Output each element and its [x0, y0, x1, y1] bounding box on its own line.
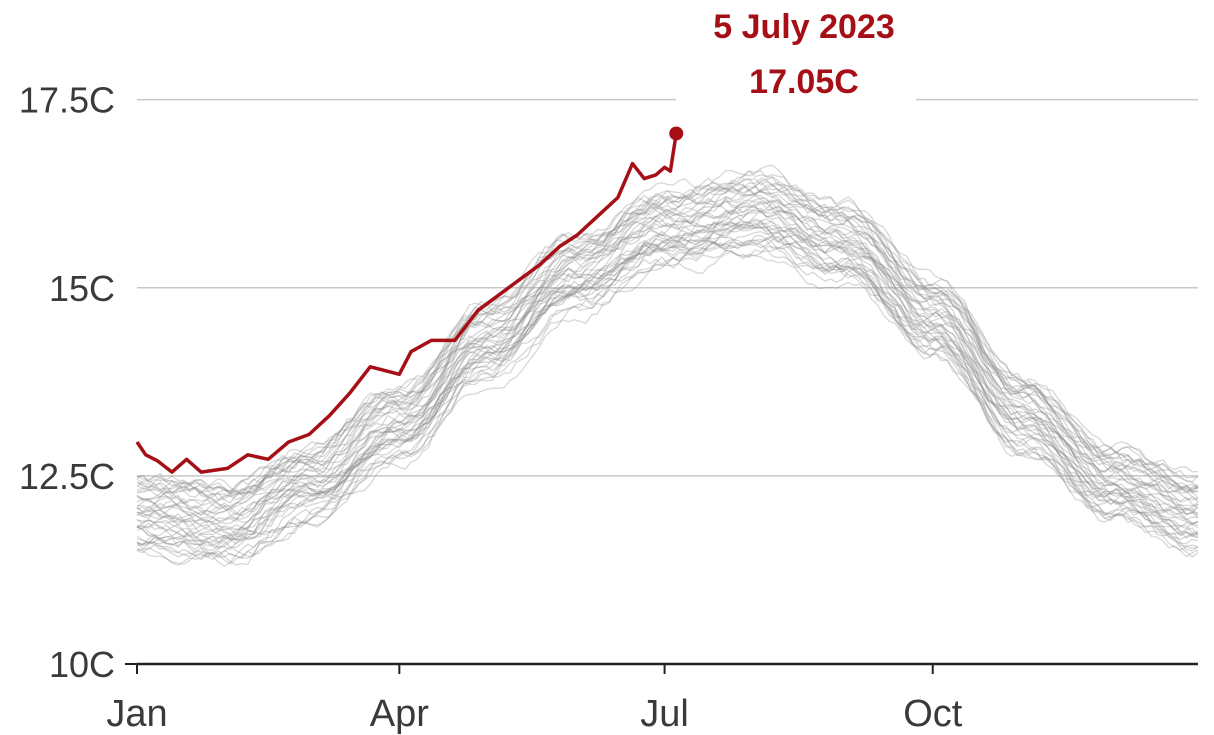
background-year-line — [136, 208, 1199, 536]
gridlines — [137, 98, 1198, 477]
background-year-line — [136, 188, 1199, 510]
background-year-line — [136, 164, 1199, 495]
background-year-line — [136, 176, 1199, 501]
x-tick-label-jan: Jan — [106, 693, 167, 735]
highlight-line — [135, 133, 678, 474]
background-year-line — [136, 194, 1199, 504]
background-year-line — [136, 251, 1199, 565]
annotation-date: 5 July 2023 — [713, 8, 894, 46]
y-tick-label-1: 12.5C — [19, 456, 115, 497]
x-tick-label-jul: Jul — [640, 693, 689, 735]
background-year-line — [136, 230, 1199, 551]
y-axis-ticks: 10C 12.5C 15C 17.5C — [19, 80, 137, 685]
background-year-line — [136, 197, 1199, 525]
x-tick-label-apr: Apr — [370, 693, 429, 735]
background-years — [136, 164, 1199, 567]
background-year-line — [136, 181, 1199, 496]
background-year-line — [136, 220, 1199, 541]
background-year-line — [136, 225, 1199, 552]
background-year-line — [136, 181, 1199, 511]
background-year-line — [136, 234, 1199, 548]
background-year-line — [136, 225, 1199, 544]
background-year-line — [136, 242, 1199, 559]
x-axis-ticks: Jan Apr Jul Oct — [106, 664, 963, 735]
background-year-line — [136, 198, 1199, 516]
y-tick-label-3: 17.5C — [19, 80, 115, 121]
y-tick-label-2: 15C — [49, 268, 115, 309]
background-year-line — [136, 185, 1199, 494]
background-year-line — [136, 209, 1199, 520]
background-year-line — [136, 235, 1199, 559]
background-year-line — [136, 177, 1199, 495]
highlight-endpoint-dot — [669, 126, 684, 141]
background-year-line — [136, 169, 1199, 497]
background-year-line — [136, 223, 1199, 537]
annotations: 5 July 2023 17.05C — [713, 8, 894, 101]
background-year-line — [137, 207, 1199, 514]
annotation-value: 17.05C — [749, 63, 859, 101]
background-year-line — [136, 182, 1199, 500]
background-year-line — [136, 236, 1199, 561]
x-tick-label-oct: Oct — [903, 693, 963, 735]
background-year-line — [136, 234, 1199, 548]
background-year-line — [136, 218, 1199, 544]
background-year-line — [136, 241, 1199, 567]
background-year-line — [136, 200, 1199, 523]
background-year-line — [136, 204, 1199, 536]
background-year-line — [136, 220, 1199, 541]
background-year-line — [136, 177, 1199, 505]
background-year-line — [136, 179, 1199, 492]
background-year-line — [136, 209, 1199, 524]
highlight-series — [135, 126, 684, 474]
background-year-line — [136, 169, 1199, 494]
background-year-line — [136, 236, 1199, 558]
y-tick-label-0: 10C — [49, 644, 115, 685]
background-year-line — [136, 218, 1199, 535]
background-year-line — [136, 219, 1199, 551]
background-year-line — [136, 199, 1199, 517]
background-year-line — [136, 220, 1199, 544]
background-year-line — [136, 245, 1199, 567]
background-year-line — [136, 199, 1199, 525]
background-year-line — [136, 187, 1199, 517]
background-year-line — [136, 194, 1199, 525]
